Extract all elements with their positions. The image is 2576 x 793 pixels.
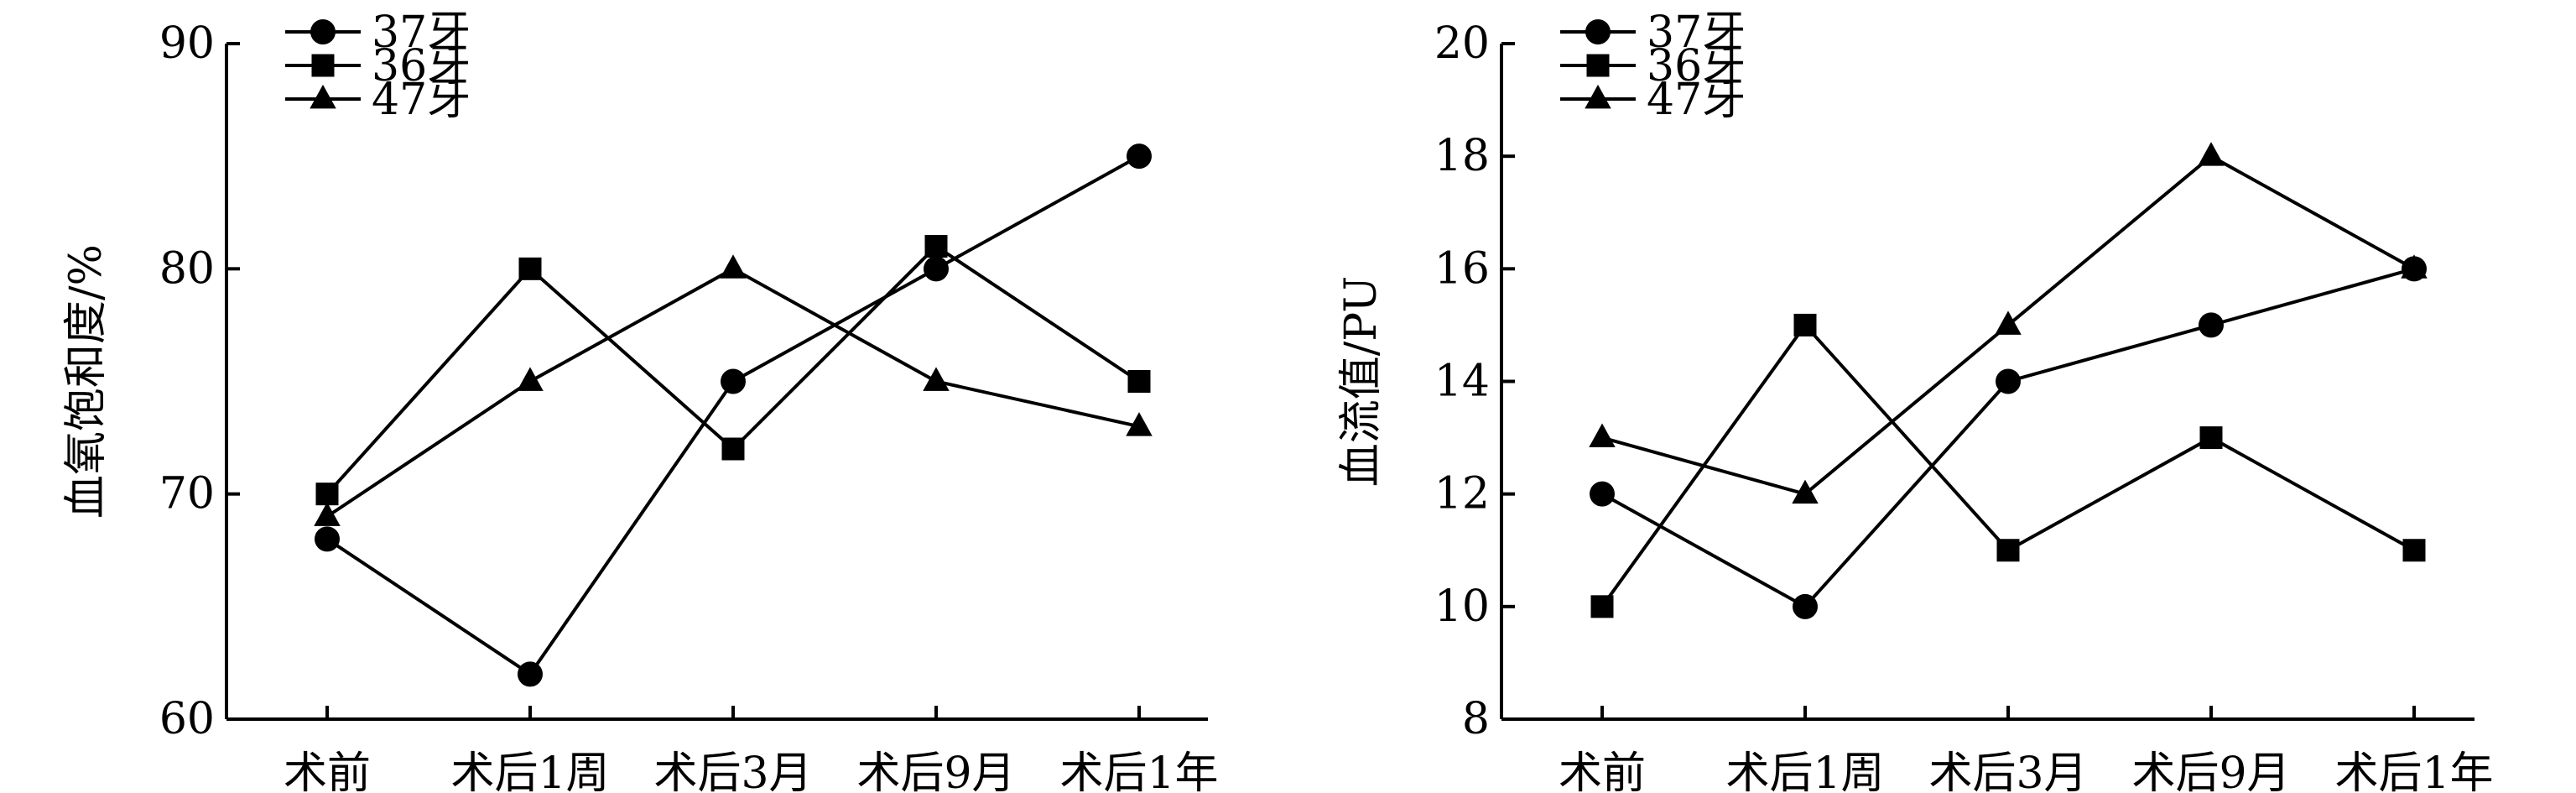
data-point-triangle [2198,142,2225,166]
data-point-triangle [1995,310,2022,335]
data-point-circle [1127,143,1152,170]
y-tick-label: 8 [1462,694,1490,744]
y-tick-label: 90 [159,18,215,69]
data-point-circle [721,368,746,394]
x-category-label: 术后3月 [1928,749,2087,793]
y-tick-label: 10 [1434,582,1490,632]
data-point-circle [924,256,949,282]
data-point-square [315,483,339,506]
legend-marker-triangle [310,84,336,109]
data-point-triangle [720,254,747,279]
data-point-triangle [314,502,341,526]
y-tick-label: 70 [159,469,215,519]
y-tick-label: 14 [1434,357,1490,407]
data-point-triangle [923,367,950,391]
chart-panel-1: 60 70 80 90 术前 术后1周 术后3月 术后9月 术后1年 血氧饱和度/% 37牙36牙4… [61,8,1219,793]
series-line-2 [1600,322,2415,608]
legend-marker-square [1586,54,1610,77]
x-category-label: 术后3月 [653,749,812,793]
legend-label: 36牙 [372,41,471,91]
legend-marker-circle [1585,19,1611,44]
x-category-label: 术后1周 [1725,749,1884,793]
legend-marker-square [311,54,335,77]
data-point-circle [2199,312,2224,338]
x-category-label: 术后9月 [856,749,1015,793]
y-tick-label: 16 [1434,243,1490,294]
data-point-circle [1590,481,1615,507]
data-point-triangle [1126,412,1153,436]
x-category-label: 术后1年 [1059,749,1218,793]
legend-label: 47牙 [1647,75,1746,125]
x-category-label: 术后9月 [2131,749,2290,793]
y-tick-label: 80 [159,243,215,294]
y-tick-label: 60 [159,694,215,744]
x-category-label: 术后1年 [2334,749,2493,793]
data-point-triangle [1589,423,1616,447]
y-tick-label: 18 [1434,131,1490,181]
data-point-circle [315,526,340,552]
data-point-square [2402,539,2426,562]
chart-panel-2: 8 10 12 14 16 18 20 术前 术后1周 术后3月 术后9月 术后1年 血流值/PU 37牙… [1336,8,2494,793]
data-point-square [924,235,948,258]
y-axis-label: 血流值/PU [1336,276,1387,487]
data-point-square [2199,426,2223,450]
data-point-circle [1996,368,2021,394]
legend-label: 37牙 [1647,8,1746,58]
data-point-triangle [517,367,544,391]
data-point-circle [1793,593,1818,619]
data-point-square [721,437,745,461]
x-category-label: 术前 [1559,749,1646,793]
legend-marker-triangle [1585,84,1611,109]
data-point-triangle [1792,479,1819,504]
legend-marker-circle [310,19,336,44]
x-category-label: 术后1周 [450,749,609,793]
data-point-square [1793,313,1817,337]
y-tick-label: 12 [1434,469,1490,519]
legend-label: 47牙 [372,75,471,125]
data-point-circle [518,661,543,687]
series-line-1 [325,154,1140,677]
y-axis-label: 血氧饱和度/% [61,244,112,519]
data-point-square [1590,595,1614,618]
x-category-label: 术前 [284,749,371,793]
y-tick-label: 20 [1434,18,1490,69]
legend-label: 36牙 [1647,41,1746,91]
data-point-triangle [2401,254,2428,279]
legend-label: 37牙 [372,8,471,58]
data-point-square [1996,539,2020,562]
data-point-square [1127,370,1151,393]
data-point-square [518,257,542,280]
